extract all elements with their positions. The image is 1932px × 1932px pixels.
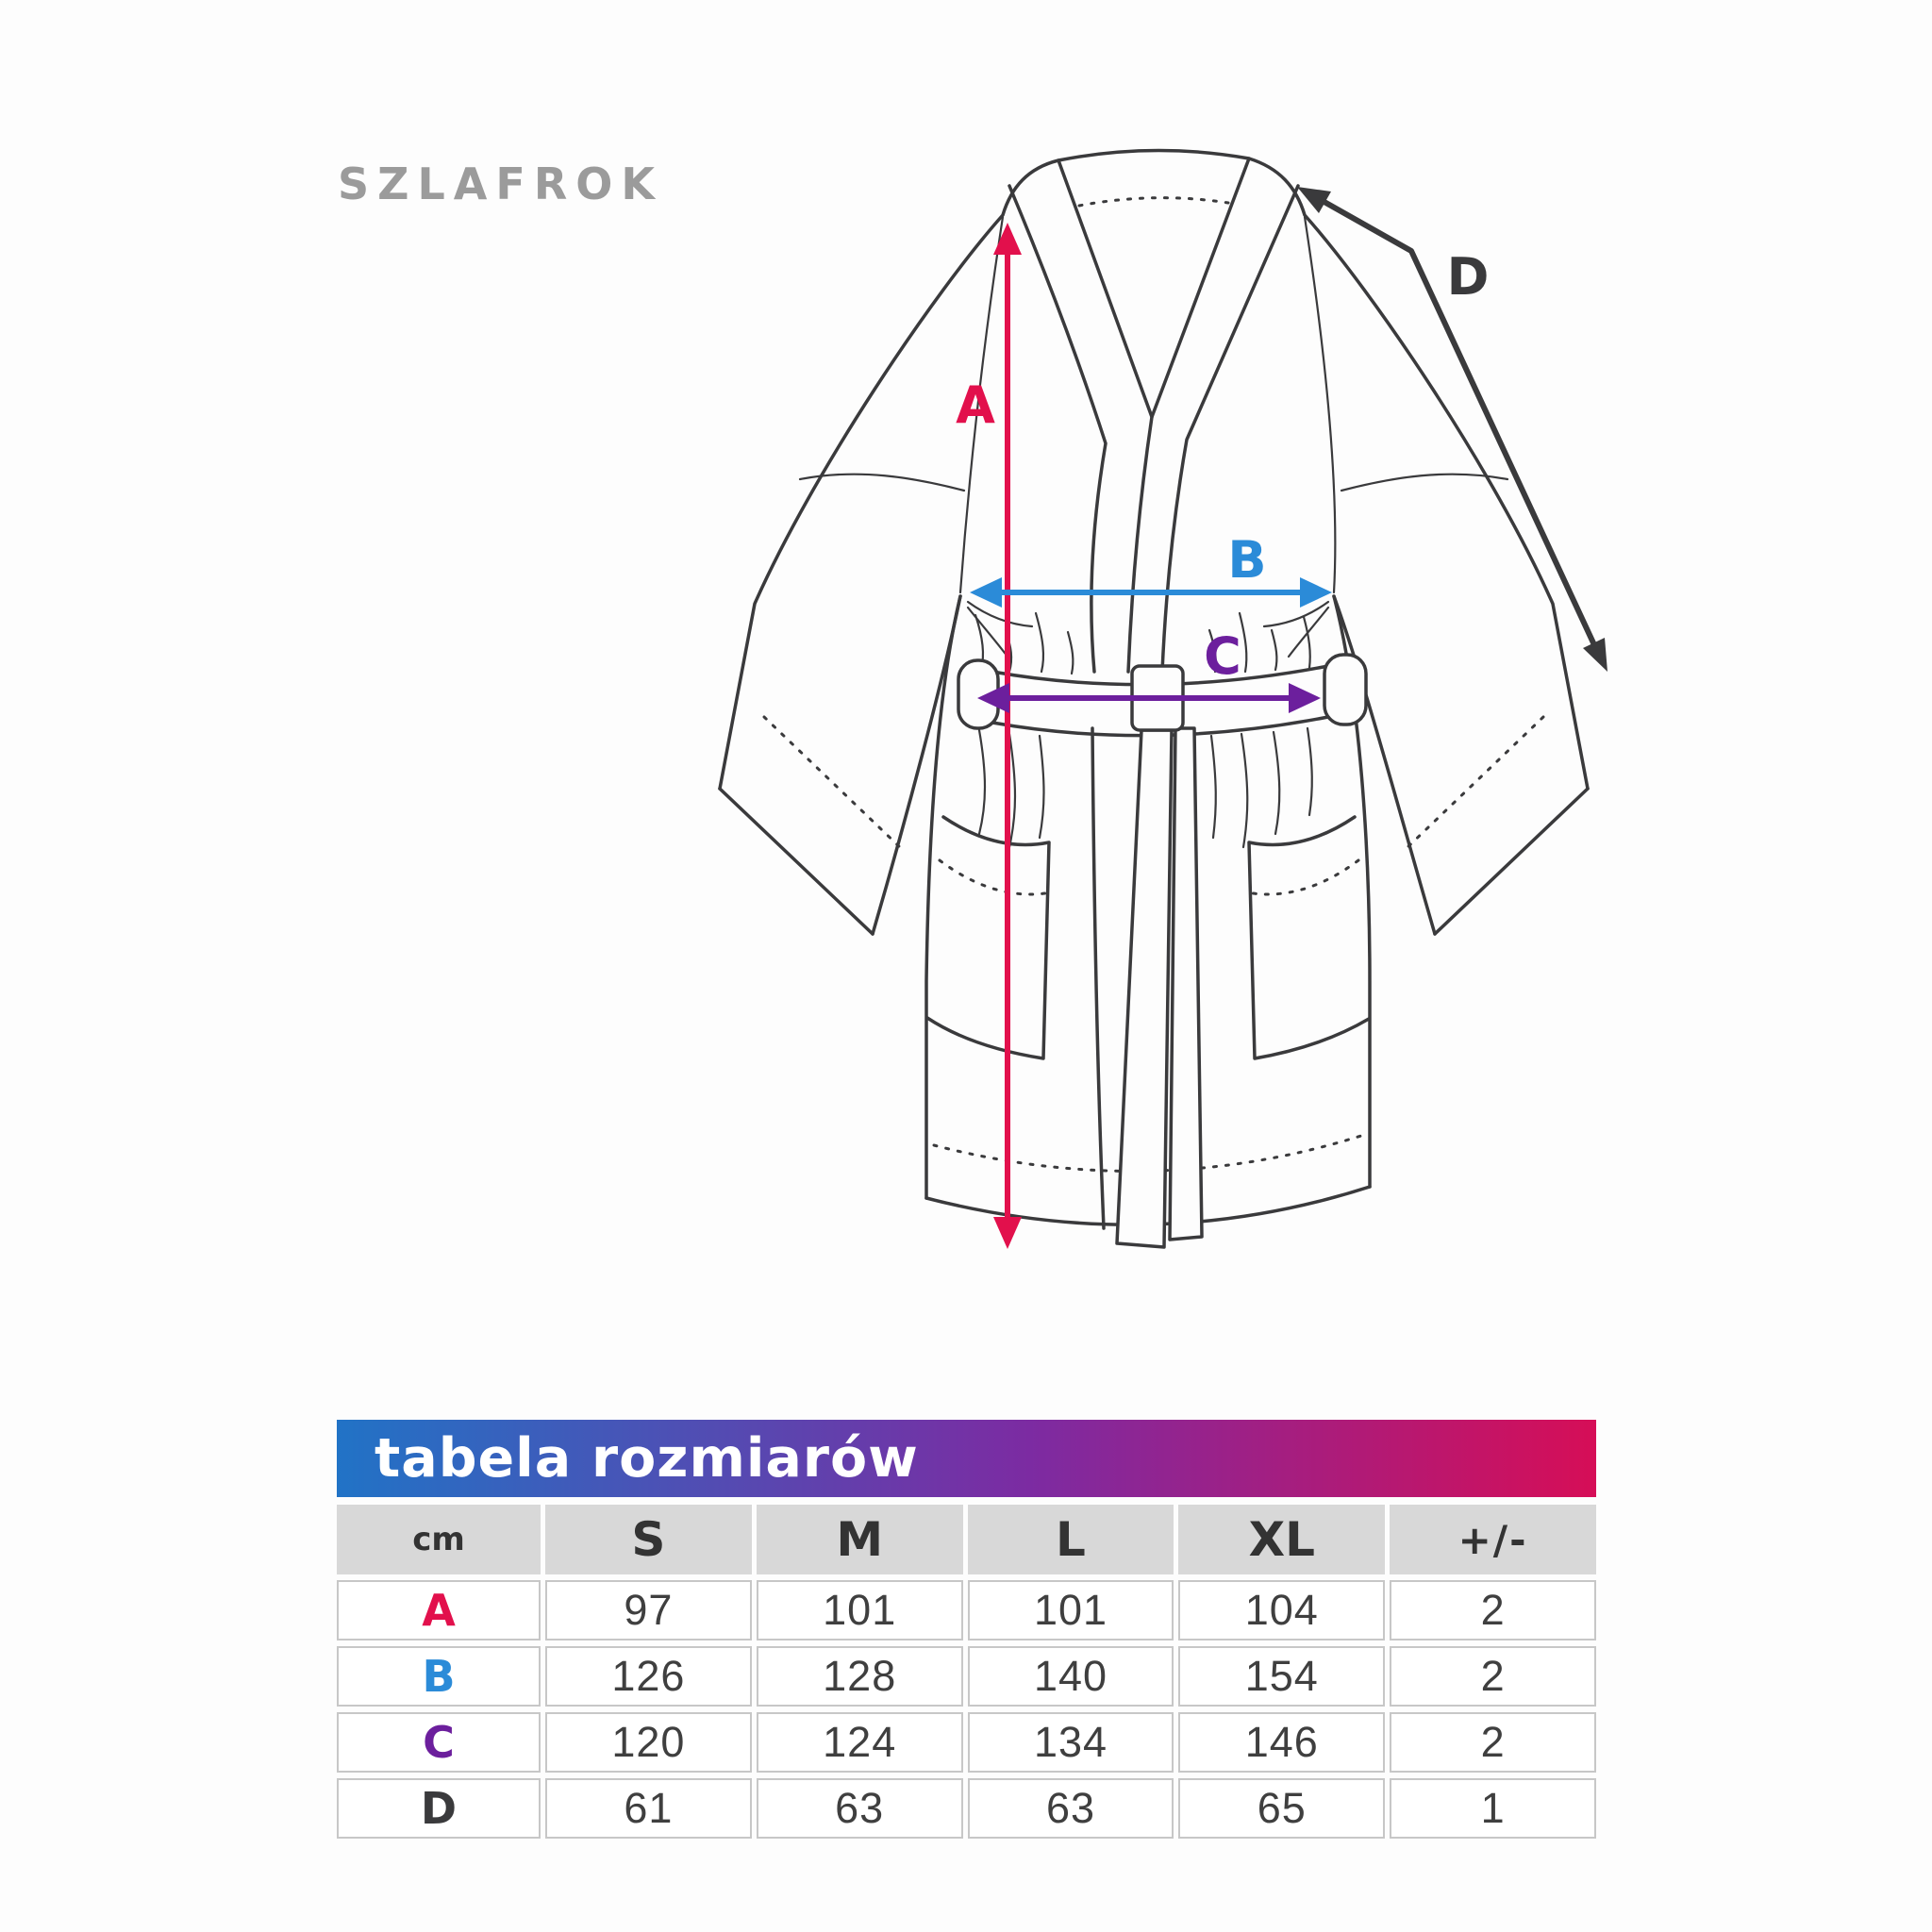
left-sleeve-underside (871, 594, 962, 936)
collar-right-outer-edge (1160, 184, 1300, 674)
right-pocket (1247, 815, 1371, 1060)
table-cell: 63 (967, 1778, 1174, 1839)
collar-left-outer-edge (1008, 184, 1108, 674)
left-cuff-edge (718, 787, 874, 936)
product-title: SZLAFROK (338, 158, 663, 209)
body-right-edge (1332, 594, 1372, 1189)
table-cell: 63 (756, 1778, 963, 1839)
row-label-a: A (337, 1580, 541, 1641)
back-neck-panel (1057, 148, 1251, 419)
table-cell: 154 (1178, 1646, 1386, 1707)
arrow-d-head-bottom (1583, 638, 1607, 672)
table-cell: 1 (1390, 1778, 1596, 1839)
column-header-tolerance: +/- (1390, 1505, 1596, 1574)
row-label-c: C (337, 1712, 541, 1773)
arrow-d-head-top (1297, 187, 1331, 213)
column-header-m: M (756, 1505, 963, 1574)
arrow-c-head-right (1289, 683, 1321, 713)
belt-tie-front (1115, 728, 1174, 1249)
measurement-arrow-d (1320, 198, 1599, 652)
right-sleeve-seam (1340, 473, 1509, 492)
belt-tie-back (1168, 726, 1204, 1241)
table-cell: 101 (756, 1580, 963, 1641)
arrow-a-head-top (993, 223, 1022, 255)
size-table-grid: cm S M L XL +/- A 97 101 101 104 2 B 126… (337, 1505, 1596, 1839)
right-armhole-seam (1303, 215, 1337, 594)
robe-illustration (718, 148, 1590, 1249)
arrow-b-head-right (1300, 577, 1332, 608)
collar-right-inner-edge (1126, 415, 1154, 674)
belt-ring-right (1323, 653, 1368, 726)
table-cell: 134 (967, 1712, 1174, 1773)
right-pocket-stitch-line (1251, 858, 1360, 896)
table-cell: 104 (1178, 1580, 1386, 1641)
table-cell: 126 (545, 1646, 752, 1707)
body-left-edge (924, 594, 962, 1200)
size-table-title: Tabela rozmiarów (375, 1427, 919, 1490)
measurement-label-a: A (956, 375, 995, 435)
measurement-label-d: D (1447, 247, 1490, 307)
left-armhole-seam (958, 215, 1005, 594)
right-cuff-edge (1433, 787, 1590, 936)
left-pocket-stitch-line (938, 858, 1047, 896)
measurement-label-b: B (1227, 530, 1266, 590)
table-cell: 65 (1178, 1778, 1386, 1839)
arrow-b-head-left (970, 577, 1002, 608)
front-overlap-edge (1091, 726, 1106, 1230)
size-table-title-band: Tabela rozmiarów (337, 1420, 1596, 1497)
table-cell: 128 (756, 1646, 963, 1707)
table-cell: 140 (967, 1646, 1174, 1707)
column-header-l: L (967, 1505, 1174, 1574)
column-header-s: S (545, 1505, 752, 1574)
column-header-cm: cm (337, 1505, 541, 1574)
table-cell: 2 (1390, 1712, 1596, 1773)
left-cuff-stitch-line (762, 715, 906, 853)
row-label-d: D (337, 1778, 541, 1839)
size-table: Tabela rozmiarów cm S M L XL +/- A 97 10… (337, 1420, 1596, 1839)
left-pocket (925, 815, 1051, 1060)
table-cell: 61 (545, 1778, 752, 1839)
measurement-label-c: C (1204, 626, 1241, 686)
table-cell: 101 (967, 1580, 1174, 1641)
table-cell: 124 (756, 1712, 963, 1773)
table-cell: 120 (545, 1712, 752, 1773)
right-sleeve-outer-edge (1247, 157, 1590, 791)
neck-stitch-line (1077, 196, 1230, 208)
table-cell: 2 (1390, 1580, 1596, 1641)
hem-stitch-line (932, 1133, 1366, 1173)
right-cuff-stitch-line (1402, 715, 1545, 853)
table-cell: 97 (545, 1580, 752, 1641)
table-cell: 2 (1390, 1646, 1596, 1707)
table-cell: 146 (1178, 1712, 1386, 1773)
belt (957, 653, 1368, 1249)
left-sleeve-outer-edge (718, 158, 1060, 791)
column-header-xl: XL (1178, 1505, 1386, 1574)
left-sleeve-seam (798, 473, 966, 492)
arrow-c-head-left (977, 683, 1009, 713)
arrow-a-head-bottom (993, 1217, 1022, 1249)
right-sleeve-underside (1332, 594, 1437, 936)
row-label-b: B (337, 1646, 541, 1707)
